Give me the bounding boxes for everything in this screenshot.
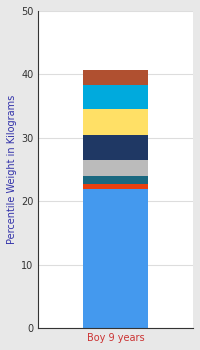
Bar: [83, 135, 148, 160]
Bar: [83, 85, 148, 109]
Y-axis label: Percentile Weight in Kilograms: Percentile Weight in Kilograms: [7, 95, 17, 244]
Bar: [83, 176, 148, 184]
Bar: [83, 160, 148, 176]
Bar: [83, 184, 148, 189]
Bar: [83, 189, 148, 328]
Bar: [83, 70, 148, 85]
Bar: [83, 109, 148, 135]
